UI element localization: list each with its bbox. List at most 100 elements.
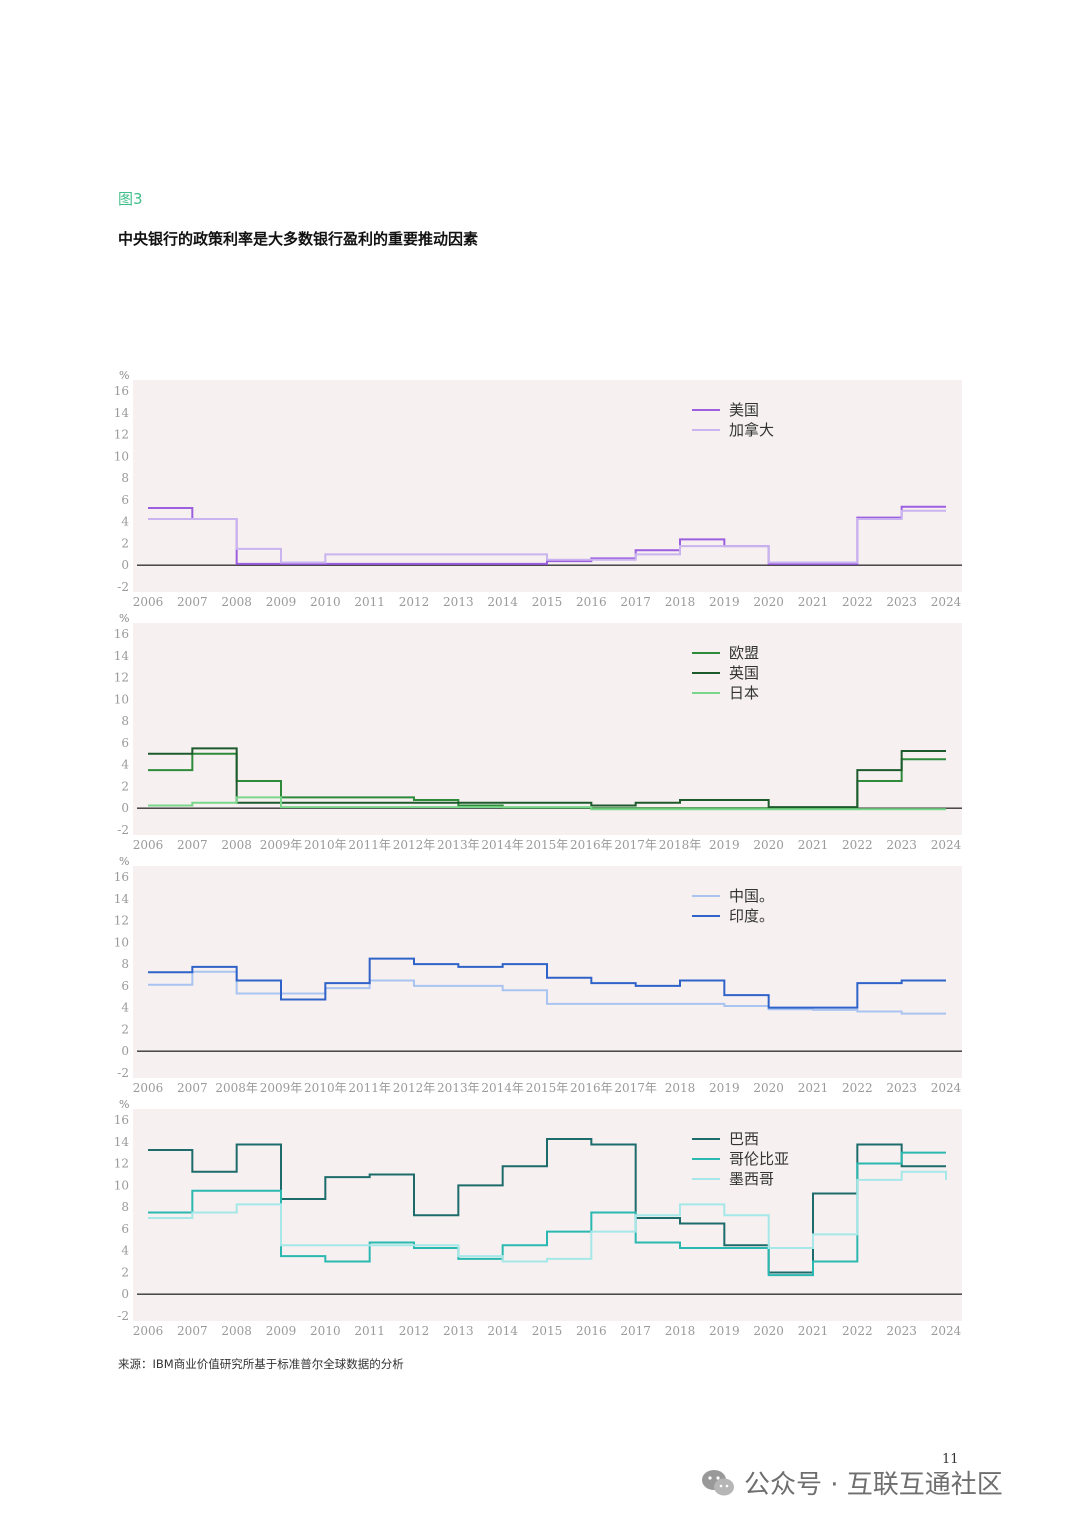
x-tick-label: 2019 bbox=[709, 838, 740, 852]
x-tick-label: 2008年 bbox=[215, 1081, 258, 1095]
legend-label: 墨西哥 bbox=[729, 1170, 774, 1188]
y-tick-label: 2 bbox=[121, 1265, 129, 1279]
x-tick-label: 2014年 bbox=[481, 838, 524, 852]
y-tick-label: 14 bbox=[114, 1135, 130, 1149]
x-tick-label: 2019 bbox=[709, 1324, 740, 1338]
x-tick-label: 2020 bbox=[753, 595, 784, 609]
series-line-2 bbox=[148, 957, 946, 1009]
y-tick-label: 12 bbox=[114, 428, 129, 442]
x-tick-label: 2014年 bbox=[481, 1081, 524, 1095]
x-tick-label: 2009年 bbox=[260, 1081, 303, 1095]
series-line-3 bbox=[148, 796, 946, 811]
y-tick-label: 0 bbox=[121, 1287, 129, 1301]
x-tick-label: 2022 bbox=[842, 1081, 873, 1095]
y-tick-label: 8 bbox=[121, 471, 129, 485]
x-tick-label: 2012 bbox=[399, 595, 430, 609]
x-tick-label: 2024 bbox=[931, 838, 962, 852]
y-tick-label: 10 bbox=[114, 935, 129, 949]
y-tick-label: 16 bbox=[114, 870, 129, 884]
legend-label: 欧盟 bbox=[729, 644, 759, 662]
x-tick-label: 2011 bbox=[354, 1324, 385, 1338]
x-tick-label: 2014 bbox=[487, 595, 518, 609]
x-tick-label: 2019 bbox=[709, 595, 740, 609]
x-tick-label: 2022 bbox=[842, 595, 873, 609]
x-tick-label: 2022 bbox=[842, 838, 873, 852]
x-tick-label: 2007 bbox=[177, 595, 208, 609]
x-tick-label: 2015 bbox=[532, 595, 563, 609]
y-unit-label: % bbox=[119, 1098, 129, 1111]
y-tick-label: 6 bbox=[121, 979, 129, 993]
legend-label: 英国 bbox=[729, 664, 759, 682]
legend-label: 印度。 bbox=[729, 907, 774, 925]
wechat-icon bbox=[702, 1469, 734, 1495]
y-tick-label: 6 bbox=[121, 736, 129, 750]
x-tick-label: 2023 bbox=[886, 1324, 917, 1338]
x-tick-label: 2021 bbox=[798, 1324, 829, 1338]
x-tick-label: 2023 bbox=[886, 595, 917, 609]
x-tick-label: 2018年 bbox=[659, 838, 702, 852]
x-tick-label: 2006 bbox=[133, 838, 164, 852]
y-tick-label: 2 bbox=[121, 779, 129, 793]
chart-panel-1: % 16 14 12 10 8 6 4 2 0 -2 2006 2007 2008 2009 2010 2011… bbox=[0, 364, 1080, 614]
x-tick-label: 2021 bbox=[798, 595, 829, 609]
x-tick-label: 2008 bbox=[221, 838, 252, 852]
y-tick-label: 0 bbox=[121, 558, 129, 572]
x-tick-label: 2022 bbox=[842, 1324, 873, 1338]
legend-label: 哥伦比亚 bbox=[729, 1150, 789, 1168]
y-tick-label: 12 bbox=[114, 671, 129, 685]
x-tick-label: 2009 bbox=[266, 1324, 297, 1338]
x-tick-label: 2021 bbox=[798, 1081, 829, 1095]
legend-label: 美国 bbox=[729, 401, 759, 419]
x-tick-label: 2017年 bbox=[614, 1081, 657, 1095]
x-tick-label: 2010 bbox=[310, 595, 341, 609]
x-tick-label: 2020 bbox=[753, 838, 784, 852]
legend-label: 日本 bbox=[729, 684, 759, 702]
y-tick-label: 12 bbox=[114, 1157, 129, 1171]
y-tick-label: 16 bbox=[114, 627, 129, 641]
watermark: 公众号 · 互联互通社区 bbox=[700, 1464, 1003, 1501]
y-tick-label: 14 bbox=[114, 406, 130, 420]
x-tick-label: 2010年 bbox=[304, 1081, 347, 1095]
x-tick-label: 2006 bbox=[133, 595, 164, 609]
x-tick-label: 2010 bbox=[310, 1324, 341, 1338]
watermark-text: 公众号 · 互联互通社区 bbox=[744, 1470, 1003, 1500]
legend-label: 加拿大 bbox=[729, 421, 774, 439]
y-tick-label: 2 bbox=[121, 536, 129, 550]
y-tick-label: 10 bbox=[114, 1178, 129, 1192]
y-tick-label: -2 bbox=[117, 580, 129, 594]
x-tick-label: 2016 bbox=[576, 1324, 607, 1338]
legend-label: 巴西 bbox=[729, 1130, 759, 1148]
x-tick-label: 2012年 bbox=[393, 1081, 436, 1095]
plot-background bbox=[133, 623, 962, 835]
x-tick-label: 2015年 bbox=[526, 1081, 569, 1095]
legend-label: 中国。 bbox=[729, 887, 774, 905]
y-tick-label: 10 bbox=[114, 449, 129, 463]
x-tick-label: 2012年 bbox=[393, 838, 436, 852]
series-line-1 bbox=[148, 505, 946, 565]
x-tick-label: 2018 bbox=[665, 1081, 696, 1095]
y-tick-label: 14 bbox=[114, 649, 130, 663]
y-tick-label: 10 bbox=[114, 692, 129, 706]
y-tick-label: 16 bbox=[114, 384, 129, 398]
x-tick-label: 2006 bbox=[133, 1081, 164, 1095]
y-tick-label: 14 bbox=[114, 892, 130, 906]
x-tick-label: 2023 bbox=[886, 838, 917, 852]
y-tick-label: -2 bbox=[117, 823, 129, 837]
x-tick-label: 2009 bbox=[266, 595, 297, 609]
y-tick-label: 4 bbox=[121, 1001, 129, 1015]
x-tick-label: 2006 bbox=[133, 1324, 164, 1338]
x-tick-label: 2021 bbox=[798, 838, 829, 852]
figure-title: 中央银行的政策利率是大多数银行盈利的重要推动因素 bbox=[118, 230, 479, 248]
x-tick-label: 2016年 bbox=[570, 838, 613, 852]
y-tick-label: 0 bbox=[121, 801, 129, 815]
y-tick-label: 8 bbox=[121, 1200, 129, 1214]
x-tick-label: 2011年 bbox=[348, 1081, 391, 1095]
x-tick-label: 2018 bbox=[665, 1324, 696, 1338]
y-tick-label: 8 bbox=[121, 714, 129, 728]
series-line-2 bbox=[148, 509, 946, 564]
source-note: 来源：IBM商业价值研究所基于标准普尔全球数据的分析 bbox=[118, 1357, 404, 1371]
x-tick-label: 2024 bbox=[931, 1324, 962, 1338]
x-tick-label: 2013年 bbox=[437, 1081, 480, 1095]
x-tick-label: 2016年 bbox=[570, 1081, 613, 1095]
y-unit-label: % bbox=[119, 612, 129, 625]
